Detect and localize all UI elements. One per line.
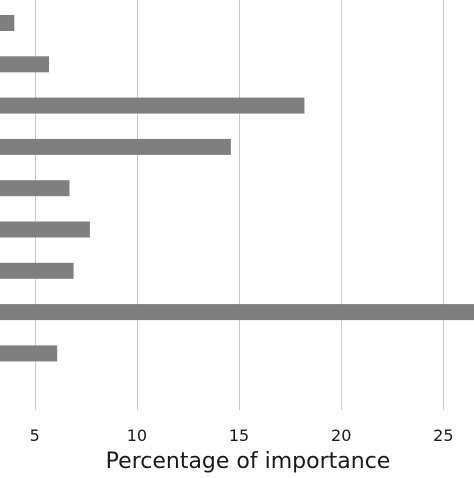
bar-5 [0, 180, 70, 197]
bar-4 [0, 138, 231, 155]
bar-7 [0, 262, 74, 279]
gridlines [35, 0, 444, 410]
bars [0, 15, 474, 362]
x-tick-label-5: 5 [30, 426, 40, 445]
x-tick-label-15: 15 [229, 426, 249, 445]
x-tick-label-10: 10 [127, 426, 147, 445]
x-tick-label-25: 25 [433, 426, 453, 445]
bar-6 [0, 221, 90, 238]
bar-1 [0, 15, 15, 31]
bar-9 [0, 345, 58, 362]
bar-8 [0, 304, 474, 321]
x-axis-label: Percentage of importance [106, 449, 391, 474]
x-tick-labels: 5 10 15 20 25 [30, 426, 454, 445]
x-tick-label-20: 20 [331, 426, 351, 445]
bar-2 [0, 56, 50, 73]
bar-3 [0, 97, 305, 114]
